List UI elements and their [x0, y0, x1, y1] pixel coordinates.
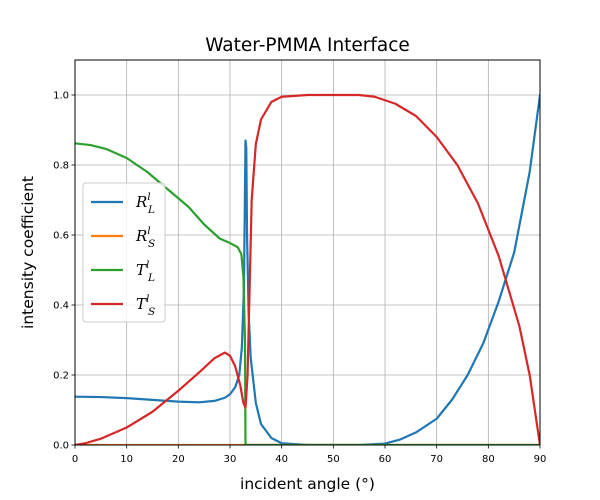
- legend-label: Rl S: [135, 225, 155, 250]
- x-tick-label: 30: [224, 454, 237, 465]
- legend-label-main: R: [135, 227, 147, 245]
- legend-entry: Tl S: [91, 293, 155, 318]
- y-tick-label: 0.6: [53, 231, 69, 242]
- legend-label-sup: l: [147, 225, 150, 237]
- y-tick-label: 1.0: [53, 91, 69, 102]
- legend-label-sup: l: [147, 191, 150, 203]
- x-tick-label: 0: [72, 454, 78, 465]
- legend-label-sup: l: [146, 259, 149, 271]
- x-tick-label: 20: [172, 454, 185, 465]
- legend-entry: Tl L: [91, 259, 155, 284]
- series-line-3: [75, 93, 540, 445]
- legend-entry: Rl S: [91, 225, 155, 250]
- legend-label: Tl L: [136, 259, 155, 284]
- x-tick-label: 40: [275, 454, 288, 465]
- legend: Rl LRl STl LTl S: [82, 182, 166, 323]
- x-axis-label: incident angle (°): [240, 475, 375, 493]
- x-tick-label: 70: [430, 454, 443, 465]
- x-tick-label: 60: [379, 454, 392, 465]
- series-layer: [75, 93, 540, 445]
- legend-label-main: T: [136, 295, 147, 313]
- legend-label-sub: S: [148, 238, 155, 250]
- legend-label-main: T: [136, 261, 147, 279]
- y-tick-label: 0.2: [53, 371, 69, 382]
- legend-entry: Rl L: [91, 191, 155, 216]
- y-tick-label: 0.0: [53, 441, 69, 452]
- x-tick-label: 90: [534, 454, 547, 465]
- plot-frame: [74, 59, 541, 446]
- legend-label: Rl L: [135, 191, 155, 216]
- x-tick-label: 50: [327, 454, 340, 465]
- legend-label-sub: S: [148, 306, 155, 318]
- legend-label-sup: l: [146, 293, 149, 305]
- ticks: 0 10 20 30 40 50 60 70 80 90 0.0 0.2 0.4 0.6 0.8 1.0: [53, 91, 546, 465]
- series-line-2: [75, 142, 540, 445]
- y-tick-label: 0.8: [53, 161, 69, 172]
- y-axis-label: intensity coefficient: [19, 176, 37, 329]
- x-tick-label: 80: [482, 454, 495, 465]
- legend-label-sub: L: [147, 204, 155, 216]
- y-tick-label: 0.4: [53, 301, 69, 312]
- series-line-0: [75, 93, 540, 445]
- legend-label-sub: L: [147, 272, 155, 284]
- legend-label: Tl S: [136, 293, 155, 318]
- x-tick-label: 10: [120, 454, 133, 465]
- legend-label-main: R: [135, 193, 147, 211]
- chart-title: Water-PMMA Interface: [205, 35, 410, 56]
- legend-frame: [82, 182, 166, 323]
